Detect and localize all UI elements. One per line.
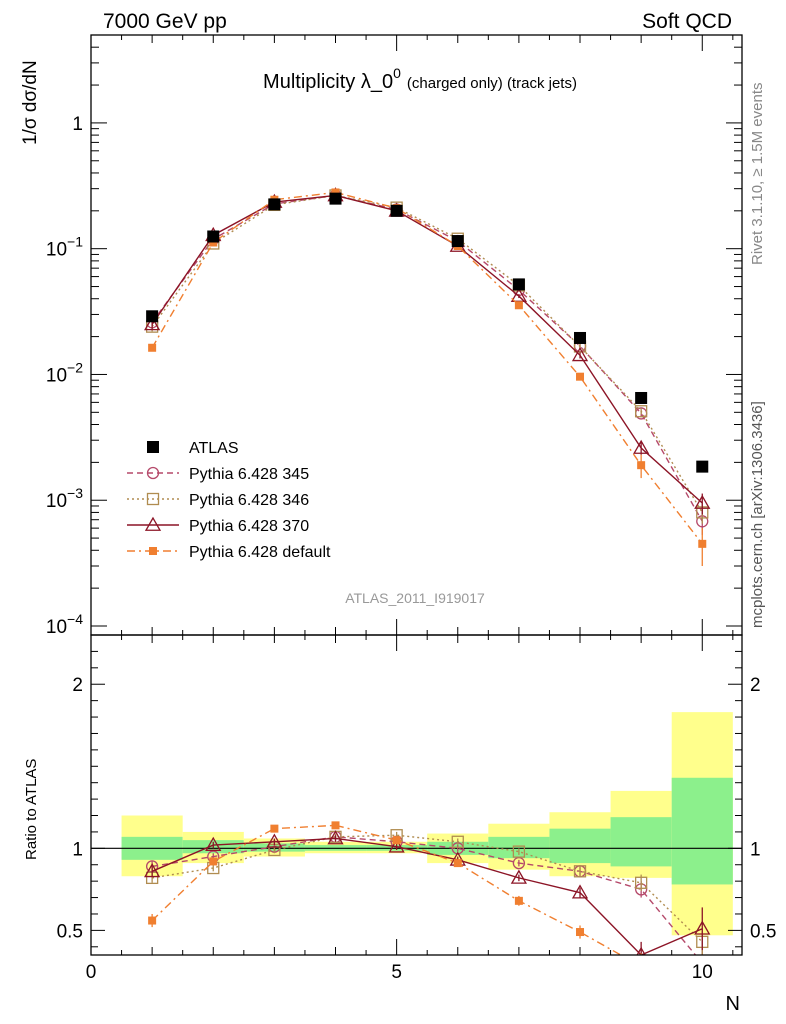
data-point — [149, 547, 157, 555]
data-point — [637, 962, 645, 970]
ratio-plot-frame — [90, 634, 743, 956]
data-point — [331, 188, 340, 197]
x-tick-label: 0 — [86, 962, 97, 983]
uncertainty-band-green — [549, 828, 611, 864]
legend-label: Pythia 6.428 370 — [189, 518, 309, 535]
axes: 1 10−1 10−2 10−3 10−4 0 5 10 2 2 1 1 0.5 0.5 — [46, 34, 776, 983]
series-line — [151, 191, 703, 545]
data-point — [266, 833, 283, 848]
data-point — [512, 278, 525, 291]
data-point — [146, 492, 160, 506]
legend-label: ATLAS — [189, 440, 239, 457]
ratio-y-tick-label-right: 2 — [750, 675, 761, 696]
ratio-y-axis-label: Ratio to ATLAS — [23, 759, 40, 860]
title-sup: 0 — [393, 65, 401, 81]
legend-label: Pythia 6.428 345 — [189, 466, 309, 483]
uncertainty-band-green — [671, 777, 733, 885]
data-point — [633, 439, 650, 454]
y-tick-label: 10−1 — [46, 234, 83, 261]
title-main: Multiplicity λ_0 — [263, 71, 393, 93]
y-axis-label: 1/σ dσ/dN — [20, 60, 41, 145]
data-point — [573, 865, 587, 878]
data-point — [209, 857, 218, 866]
data-point — [144, 316, 161, 331]
frames — [90, 34, 743, 956]
main-series — [144, 187, 711, 566]
ratio-y-tick-label-left: 1 — [72, 839, 83, 860]
data-point — [636, 946, 646, 955]
header-left: 7000 GeV pp — [103, 10, 227, 33]
data-point — [329, 192, 342, 205]
data-point — [144, 862, 161, 878]
ratio-bands — [121, 712, 733, 936]
data-point — [694, 920, 711, 935]
data-point — [146, 310, 159, 323]
series-line — [151, 194, 703, 513]
y-tick-label: 10−3 — [46, 485, 83, 512]
x-axis-label: N — [726, 993, 740, 1015]
data-point — [634, 405, 648, 418]
data-point — [571, 346, 589, 362]
data-point — [331, 821, 340, 830]
x-tick-label: 5 — [391, 962, 402, 983]
y-tick-label: 10−4 — [46, 611, 83, 638]
data-point — [576, 372, 585, 381]
data-point — [510, 869, 528, 884]
uncertainty-band-green — [610, 817, 672, 867]
data-point — [451, 235, 464, 248]
data-point — [634, 876, 648, 889]
legend: ATLAS Pythia 6.428 345 Pythia 6.428 346 Pyt… — [127, 440, 331, 561]
data-point — [453, 859, 462, 868]
header-right: Soft QCD — [642, 10, 732, 33]
series-line — [151, 837, 703, 955]
data-point — [635, 391, 648, 404]
data-point — [144, 516, 162, 531]
rivet-label: Rivet 3.1.10, ≥ 1.5M events — [749, 83, 766, 266]
data-point — [451, 835, 464, 848]
data-point — [514, 896, 523, 905]
data-point — [205, 836, 222, 851]
legend-label: Pythia 6.428 346 — [189, 492, 309, 509]
data-point — [571, 884, 589, 899]
series-line — [151, 194, 703, 504]
data-point — [512, 845, 526, 858]
y-tick-label: 1 — [72, 114, 83, 135]
data-point — [514, 301, 523, 310]
data-point — [390, 204, 403, 217]
x-tick-label: 10 — [692, 962, 713, 983]
data-point — [696, 460, 709, 473]
title-tail: (charged only) (track jets) — [407, 75, 577, 92]
ratio-y-tick-label-left: 0.5 — [57, 921, 83, 942]
uncertainty-band-green — [488, 836, 550, 859]
data-point — [207, 230, 220, 243]
ratio-y-tick-label-left: 2 — [72, 675, 83, 696]
ratio-y-tick-label-right: 1 — [750, 839, 761, 860]
data-point — [392, 836, 401, 845]
series-line — [152, 834, 703, 943]
data-point — [694, 494, 711, 509]
mcplots-label: mcplots.cern.ch [arXiv:1306.3436] — [749, 401, 766, 628]
data-point — [270, 824, 279, 833]
data-point — [268, 198, 281, 211]
data-point — [388, 838, 405, 853]
data-point — [637, 461, 646, 470]
data-point — [146, 466, 160, 480]
chart-title: Multiplicity λ_00 (charged only) (track j… — [263, 65, 577, 93]
data-point — [148, 343, 157, 352]
y-tick-label: 10−2 — [46, 359, 83, 386]
data-point — [574, 331, 587, 344]
series-line — [152, 836, 697, 955]
legend-label: Pythia 6.428 default — [189, 544, 331, 561]
series-line — [151, 824, 623, 955]
data-point — [698, 539, 707, 548]
data-point — [147, 441, 159, 453]
data-point — [327, 830, 344, 845]
ratio-y-tick-label-right: 0.5 — [750, 921, 776, 942]
analysis-watermark: ATLAS_2011_I919017 — [345, 590, 485, 606]
data-point — [148, 916, 157, 925]
ratio-series — [144, 821, 711, 970]
data-point — [576, 928, 585, 937]
